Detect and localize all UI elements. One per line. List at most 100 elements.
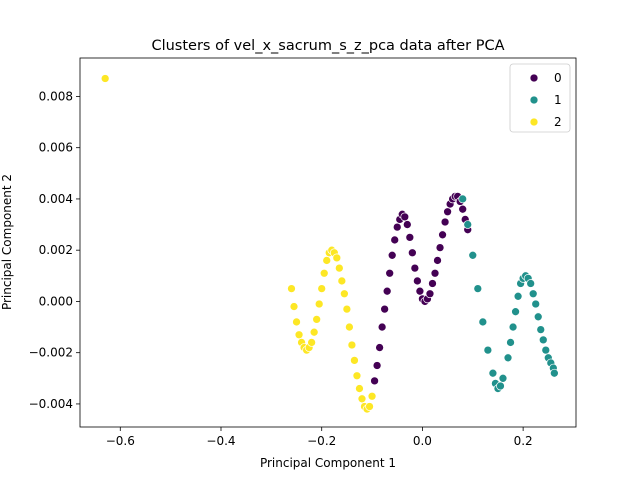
data-point [287,284,296,293]
data-point [536,325,546,334]
data-point [458,194,468,204]
legend-marker [529,117,539,127]
data-point [385,268,395,278]
data-point [483,345,493,355]
data-point [508,322,518,332]
y-axis: −0.004 −0.002 0.000 0.002 0.004 0.006 0.008 [29,89,80,411]
data-point [413,276,422,286]
data-point [100,74,110,83]
data-point [473,284,483,293]
data-point [342,304,352,314]
data-point [387,250,397,260]
data-point [440,217,450,227]
data-point [382,286,392,296]
data-point [528,289,538,299]
data-point [463,220,473,229]
x-tick-label: 0.0 [413,434,432,448]
data-point [425,289,435,299]
data-point [408,248,417,258]
data-point [526,279,536,288]
legend-label: 1 [554,93,562,107]
data-point [345,322,354,332]
data-point [334,263,344,273]
data-point [365,402,374,411]
y-tick-label: 0.004 [39,192,73,206]
plot-frame [79,57,577,428]
series-2 [100,74,377,414]
y-axis-label: Principal Component 2 [0,174,14,310]
data-point [496,381,505,391]
data-point [289,302,299,311]
data-point [506,338,515,347]
data-point [458,204,468,214]
legend-marker [529,95,539,105]
data-point [357,394,367,404]
data-point [377,322,387,332]
data-point [322,256,332,265]
data-point [390,235,400,245]
data-point [498,373,508,383]
y-tick-label: 0.008 [39,89,73,103]
data-point [317,284,327,293]
data-point [319,268,329,278]
y-tick-label: 0.002 [39,243,73,257]
data-point [400,212,410,222]
data-point [340,289,349,299]
data-point [430,268,440,278]
y-tick-label: 0.006 [39,141,73,155]
data-point [380,304,389,314]
x-axis-label: Principal Component 1 [260,456,396,470]
x-tick-label: 0.2 [514,434,533,448]
data-point [428,279,437,288]
chart-title: Clusters of vel_x_sacrum_s_z_pca data af… [151,38,504,54]
data-point [402,220,412,229]
x-tick-label: −0.2 [307,434,336,448]
data-point [533,312,543,322]
data-point [433,256,442,265]
data-point [294,330,304,340]
data-point [307,338,316,347]
data-point [337,276,347,286]
legend-label: 0 [554,71,562,85]
data-point [405,233,415,242]
data-point [367,391,377,401]
data-point [503,353,513,363]
y-tick-label: −0.002 [29,346,73,360]
data-point [468,250,478,260]
legend-box [509,63,571,133]
y-tick-label: 0.000 [39,294,73,308]
data-point [332,253,342,263]
data-point [513,291,523,301]
y-tick-label: −0.004 [29,397,73,411]
data-point [531,299,541,309]
data-point [488,368,498,378]
data-point [478,317,488,327]
points-layer [100,74,559,414]
data-point [541,345,551,355]
legend-marker [529,73,539,83]
data-point [292,317,301,327]
legend: 0 1 2 [509,63,571,133]
data-point [312,315,322,324]
x-tick-label: −0.6 [106,434,135,448]
data-point [410,263,420,273]
data-point [538,335,548,345]
data-point [443,207,452,217]
data-point [392,222,402,232]
data-point [370,376,379,386]
legend-label: 2 [554,115,562,129]
data-point [309,327,319,337]
data-point [511,307,520,317]
data-point [438,230,447,240]
data-point [347,340,357,350]
data-point [352,371,362,381]
x-axis: −0.6 −0.4 −0.2 0.0 0.2 [106,427,533,448]
series-1 [458,194,559,393]
data-point [314,299,324,309]
x-tick-label: −0.4 [206,434,235,448]
data-point [375,343,384,352]
data-point [350,356,359,365]
data-point [435,243,445,252]
data-point [355,384,364,393]
